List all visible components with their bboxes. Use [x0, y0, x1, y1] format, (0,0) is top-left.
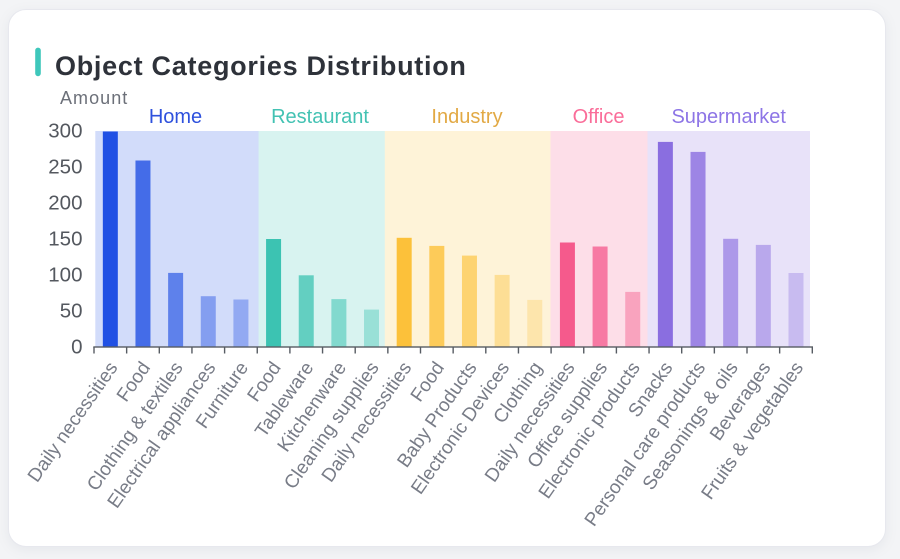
svg-text:Restaurant: Restaurant: [271, 106, 369, 128]
svg-text:100: 100: [48, 264, 82, 287]
svg-text:Office: Office: [573, 106, 625, 128]
svg-text:Industry: Industry: [431, 106, 502, 128]
svg-text:300: 300: [48, 120, 82, 143]
svg-text:Object Categories Distribution: Object Categories Distribution: [55, 51, 467, 81]
svg-text:Supermarket: Supermarket: [671, 106, 786, 128]
svg-text:0: 0: [71, 336, 82, 359]
svg-text:Home: Home: [149, 106, 202, 128]
svg-text:Amount: Amount: [60, 88, 128, 108]
svg-text:250: 250: [48, 156, 82, 179]
svg-text:50: 50: [60, 300, 83, 323]
svg-text:150: 150: [48, 228, 82, 251]
svg-text:200: 200: [48, 192, 82, 215]
